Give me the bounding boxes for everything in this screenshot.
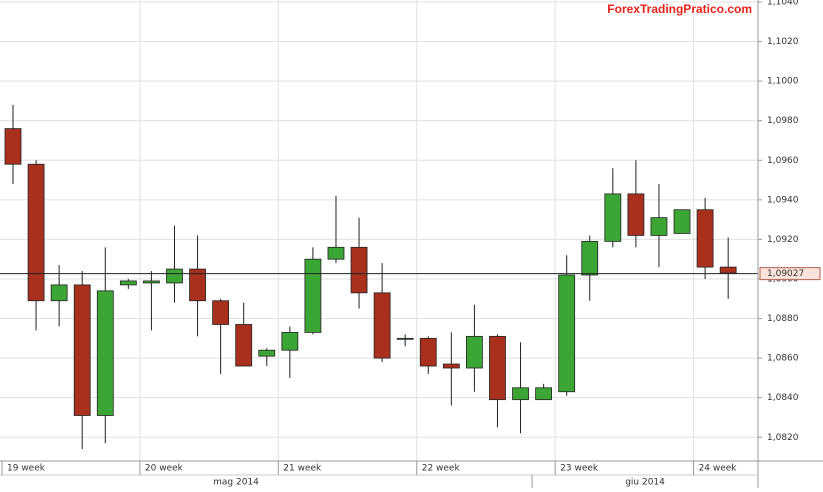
candle-body <box>373 292 391 359</box>
candle-body <box>143 280 160 284</box>
y-tick-label: 1,0980 <box>767 116 799 126</box>
candle-body <box>581 240 599 276</box>
candle-body <box>27 163 45 302</box>
candle-body <box>535 387 553 401</box>
candle-body <box>419 337 437 367</box>
candle-body <box>212 300 230 325</box>
candle-body <box>558 274 576 393</box>
week-label: 24 week <box>699 464 738 474</box>
y-tick-label: 1,0920 <box>767 235 799 245</box>
candle-body <box>512 387 529 401</box>
candle-body <box>166 268 183 284</box>
candle-body <box>627 193 645 236</box>
month-label: mag 2014 <box>213 478 259 488</box>
week-label: 20 week <box>145 464 184 474</box>
candle-body <box>119 280 137 286</box>
candle-body <box>258 349 276 357</box>
candle-body <box>281 331 299 351</box>
candle-body <box>304 258 322 333</box>
y-tick-label: 1,1040 <box>767 0 799 7</box>
y-tick-label: 1,0940 <box>767 195 799 205</box>
y-tick-label: 1,0820 <box>767 433 799 443</box>
candle-body <box>673 209 691 234</box>
candle-body <box>350 246 368 294</box>
current-price-label: 1,09027 <box>767 269 804 279</box>
candle-body <box>650 217 668 236</box>
y-tick-label: 1,0880 <box>767 314 799 324</box>
y-tick-label: 1,1020 <box>767 37 799 47</box>
candle-body <box>235 324 253 367</box>
y-tick-label: 1,0860 <box>767 354 799 364</box>
week-label: 22 week <box>422 464 461 474</box>
watermark: ForexTradingPratico.com <box>607 2 752 16</box>
candle-body <box>442 363 460 369</box>
current-price-box <box>759 267 821 281</box>
candle-body <box>604 193 622 242</box>
candle-body <box>189 268 206 302</box>
week-label: 21 week <box>283 464 322 474</box>
candle-body <box>50 284 68 302</box>
candle-body <box>96 290 114 416</box>
candle-body <box>719 266 737 274</box>
month-label: giu 2014 <box>625 478 665 488</box>
candle-body <box>73 284 91 416</box>
y-tick-label: 1,0960 <box>767 156 799 166</box>
y-tick-label: 1,1000 <box>767 77 799 87</box>
candle-body <box>489 335 506 401</box>
week-label: 23 week <box>560 464 599 474</box>
candle-body <box>696 209 714 268</box>
week-label: 19 week <box>7 464 46 474</box>
candle-body <box>465 335 483 369</box>
candle-body <box>327 246 345 260</box>
candle-body <box>4 128 22 165</box>
candle-body <box>396 337 414 340</box>
y-tick-label: 1,0840 <box>767 393 799 403</box>
